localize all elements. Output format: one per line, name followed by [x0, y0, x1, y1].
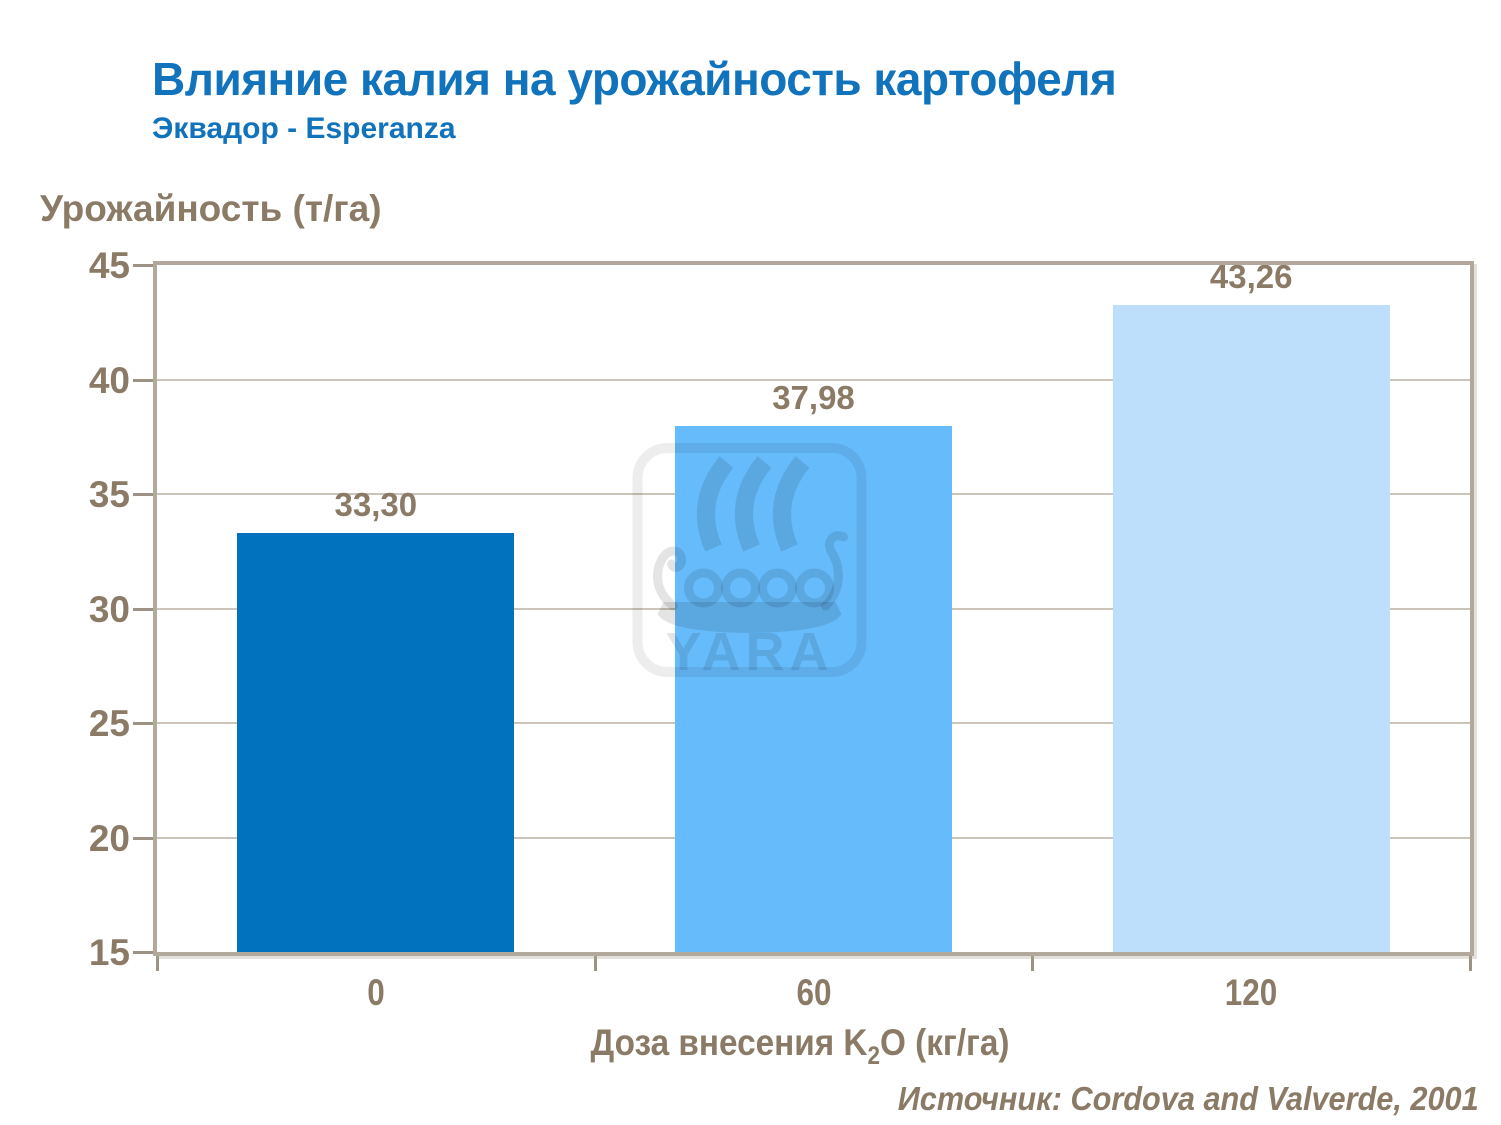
source-note: Источник: Cordova and Valverde, 2001 — [898, 1080, 1479, 1117]
x-axis-tick — [1469, 956, 1472, 971]
y-axis-tick — [133, 493, 157, 496]
x-axis-title-text: Доза внесения K — [590, 1022, 868, 1063]
bar: 33,30 — [237, 486, 515, 952]
x-axis-tick — [156, 956, 159, 971]
y-axis-tick-label: 25 — [88, 703, 130, 744]
x-axis-tick — [1031, 956, 1035, 971]
x-axis-title-subscript: 2 — [867, 1042, 880, 1070]
x-axis-title: Доза внесения K2O (кг/га) — [591, 1022, 1010, 1071]
x-axis-category-label: 60 — [796, 972, 831, 1013]
y-axis-tick — [133, 951, 157, 954]
x-axis-category-label: 120 — [1224, 972, 1278, 1013]
bar: 37,98 — [675, 379, 952, 952]
bar: 43,26 — [1112, 258, 1390, 952]
y-axis-tick-label: 35 — [88, 474, 130, 515]
x-axis-category-label: 0 — [367, 972, 385, 1013]
page-title: Влияние калия на урожайность картофеля — [152, 53, 1117, 105]
y-axis-tick-label: 30 — [88, 588, 130, 630]
bar-value-label: 43,26 — [1209, 257, 1293, 295]
bar-value-label: 33,30 — [334, 485, 418, 523]
y-axis-tick — [133, 607, 157, 611]
y-axis-tick — [133, 836, 157, 840]
y-axis-tick-label: 15 — [88, 932, 130, 973]
y-axis-tick-label: 20 — [88, 817, 130, 859]
x-axis-title-text: O (кг/га) — [879, 1022, 1010, 1063]
y-axis-tick — [133, 264, 157, 267]
page-subtitle: Эквадор - Esperanza — [152, 112, 456, 145]
y-axis-tick-label: 45 — [88, 245, 130, 286]
x-axis-tick — [593, 956, 597, 971]
gridline — [157, 378, 1470, 381]
y-axis-tick-label: 40 — [88, 359, 130, 401]
bar-value-label: 37,98 — [772, 378, 855, 416]
y-axis-tick — [133, 378, 157, 382]
y-axis-tick — [133, 722, 157, 725]
y-axis-title: Урожайность (т/га) — [40, 188, 382, 229]
